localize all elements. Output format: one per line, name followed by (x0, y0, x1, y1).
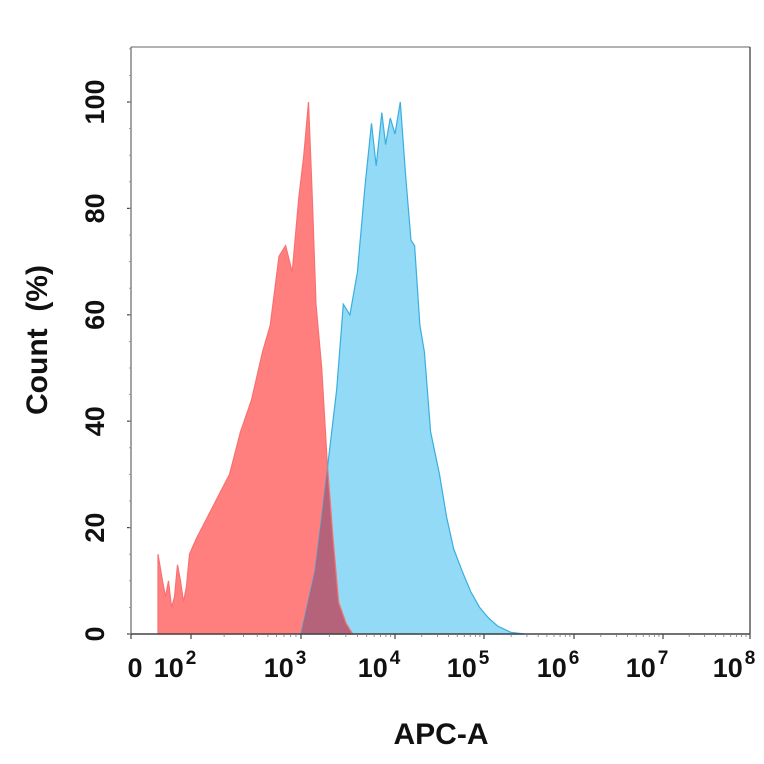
series-negative-control-area (157, 101, 354, 635)
x-tick-label: 10 4 (358, 648, 401, 683)
x-tick-label: 10 2 (154, 648, 197, 683)
x-axis-ticks: 0 10 2 10 3 10 4 10 5 10 6 10 7 10 8 (127, 634, 755, 683)
plot-area: 0 20 40 60 80 100 0 10 2 10 3 10 4 10 5 10 6 10 7 10 8 (80, 46, 755, 683)
x-tick-label: 10 6 (537, 648, 580, 683)
series-stained-sample-area (300, 101, 525, 635)
y-axis-ticks: 0 20 40 60 80 100 (80, 48, 131, 642)
y-axis-title: Count (%) (21, 265, 54, 415)
y-tick-label: 40 (80, 406, 110, 436)
x-tick-label: 10 8 (713, 648, 756, 683)
x-tick-label: 10 5 (447, 648, 490, 683)
y-tick-label: 60 (80, 300, 110, 330)
x-axis-title: APC-A (394, 718, 489, 751)
y-tick-label: 0 (80, 626, 110, 641)
y-tick-label: 100 (80, 79, 110, 124)
y-tick-label: 20 (80, 513, 110, 543)
x-tick-label: 0 (127, 653, 142, 683)
y-tick-label: 80 (80, 193, 110, 223)
series-layer (157, 101, 525, 635)
x-tick-label: 10 3 (264, 648, 307, 683)
x-tick-label: 10 7 (626, 648, 669, 683)
